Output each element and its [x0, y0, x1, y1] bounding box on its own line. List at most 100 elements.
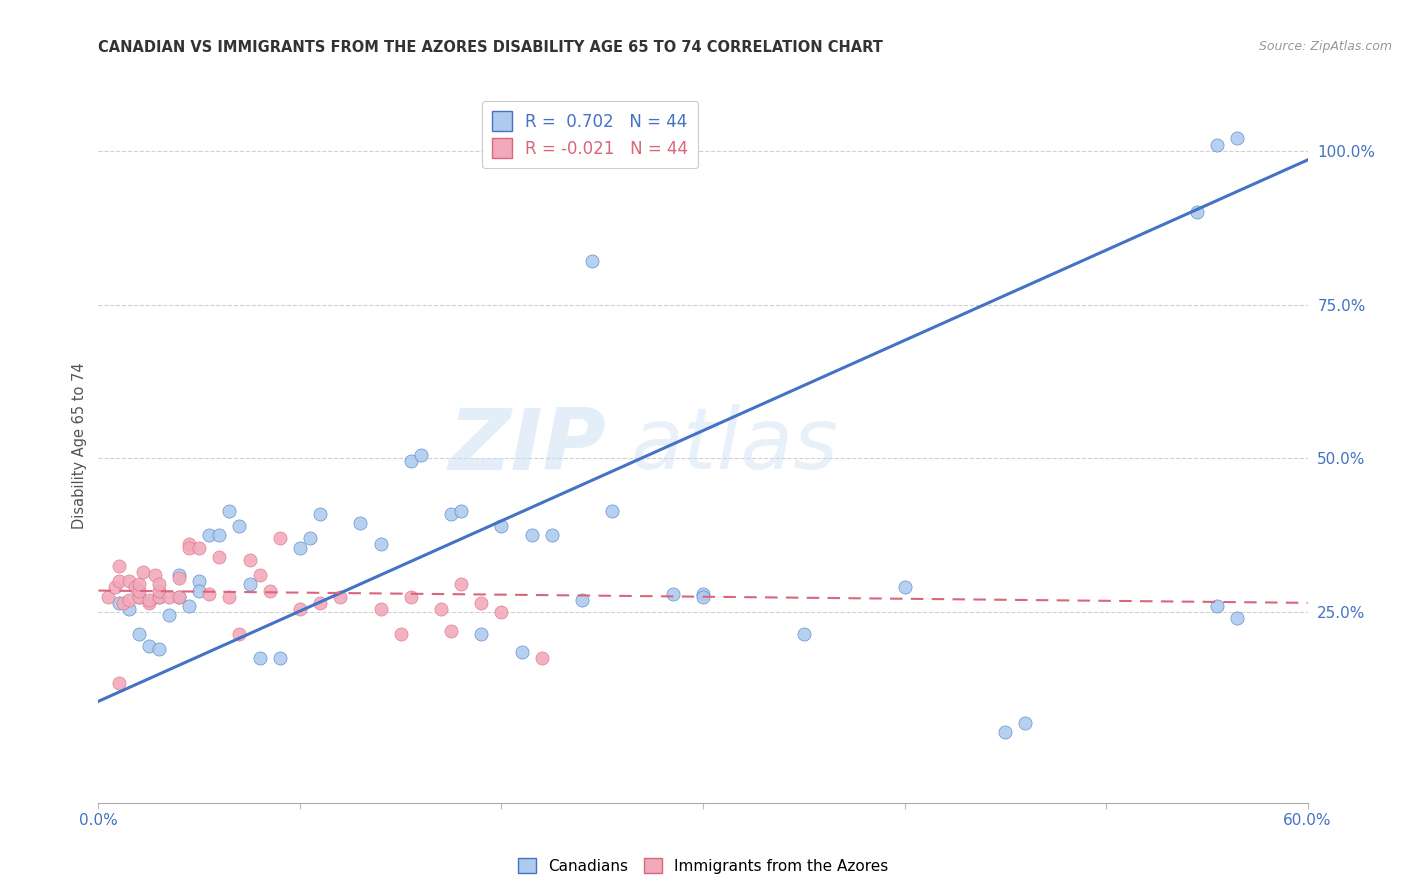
Point: [228, 519, 250, 533]
Point: [148, 642, 170, 657]
Point: [299, 531, 322, 545]
Point: [370, 537, 392, 551]
Point: [118, 602, 141, 616]
Point: [198, 587, 221, 601]
Text: CANADIAN VS IMMIGRANTS FROM THE AZORES DISABILITY AGE 65 TO 74 CORRELATION CHART: CANADIAN VS IMMIGRANTS FROM THE AZORES D…: [98, 40, 883, 55]
Point: [259, 583, 281, 598]
Point: [309, 507, 332, 521]
Point: [662, 587, 685, 601]
Point: [430, 602, 453, 616]
Point: [470, 596, 492, 610]
Point: [249, 568, 271, 582]
Point: [179, 541, 201, 555]
Point: [491, 605, 513, 619]
Point: [602, 503, 624, 517]
Point: [269, 651, 291, 665]
Point: [1014, 715, 1036, 730]
Point: [167, 590, 190, 604]
Point: [138, 639, 160, 653]
Point: [157, 608, 180, 623]
Point: [132, 565, 155, 579]
Point: [692, 587, 714, 601]
Point: [541, 528, 564, 542]
Text: Source: ZipAtlas.com: Source: ZipAtlas.com: [1258, 40, 1392, 54]
Point: [167, 590, 190, 604]
Point: [269, 531, 291, 545]
Point: [491, 519, 513, 533]
Point: [188, 574, 211, 589]
Point: [1185, 205, 1208, 219]
Point: [97, 590, 120, 604]
Point: [157, 590, 180, 604]
Point: [188, 541, 211, 555]
Point: [148, 590, 170, 604]
Point: [520, 528, 543, 542]
Point: [198, 528, 221, 542]
Point: [450, 577, 472, 591]
Point: [329, 590, 352, 604]
Legend: Canadians, Immigrants from the Azores: Canadians, Immigrants from the Azores: [512, 852, 894, 880]
Point: [309, 596, 332, 610]
Point: [107, 558, 129, 573]
Point: [510, 645, 533, 659]
Point: [571, 592, 593, 607]
Text: ZIP: ZIP: [449, 404, 606, 488]
Point: [138, 592, 160, 607]
Point: [218, 590, 240, 604]
Point: [399, 454, 422, 468]
Point: [239, 553, 262, 567]
Point: [179, 599, 201, 613]
Point: [994, 725, 1017, 739]
Point: [692, 590, 714, 604]
Point: [409, 448, 432, 462]
Legend: R =  0.702   N = 44, R = -0.021   N = 44: R = 0.702 N = 44, R = -0.021 N = 44: [482, 101, 697, 169]
Point: [288, 541, 311, 555]
Point: [288, 602, 311, 616]
Point: [389, 626, 412, 640]
Point: [107, 574, 129, 589]
Point: [793, 626, 815, 640]
Point: [1206, 599, 1229, 613]
Point: [148, 590, 170, 604]
Point: [208, 528, 231, 542]
Point: [208, 549, 231, 564]
Point: [118, 574, 141, 589]
Point: [107, 596, 129, 610]
Point: [399, 590, 422, 604]
Point: [128, 626, 150, 640]
Point: [107, 676, 129, 690]
Point: [188, 583, 211, 598]
Point: [179, 537, 201, 551]
Point: [118, 592, 141, 607]
Point: [218, 503, 240, 517]
Point: [143, 568, 166, 582]
Point: [530, 651, 553, 665]
Point: [581, 254, 603, 268]
Point: [124, 581, 146, 595]
Text: atlas: atlas: [630, 404, 838, 488]
Point: [893, 581, 915, 595]
Point: [470, 626, 492, 640]
Point: [239, 577, 262, 591]
Point: [111, 596, 134, 610]
Point: [228, 626, 250, 640]
Point: [128, 590, 150, 604]
Point: [1226, 611, 1249, 625]
Point: [450, 503, 472, 517]
Point: [138, 596, 160, 610]
Point: [128, 583, 150, 598]
Point: [249, 651, 271, 665]
Point: [1226, 131, 1249, 145]
Point: [103, 581, 125, 595]
Y-axis label: Disability Age 65 to 74: Disability Age 65 to 74: [72, 363, 87, 529]
Point: [440, 507, 463, 521]
Point: [370, 602, 392, 616]
Point: [1206, 137, 1229, 152]
Point: [128, 577, 150, 591]
Point: [167, 568, 190, 582]
Point: [349, 516, 371, 530]
Point: [128, 590, 150, 604]
Point: [148, 577, 170, 591]
Point: [148, 583, 170, 598]
Point: [167, 571, 190, 585]
